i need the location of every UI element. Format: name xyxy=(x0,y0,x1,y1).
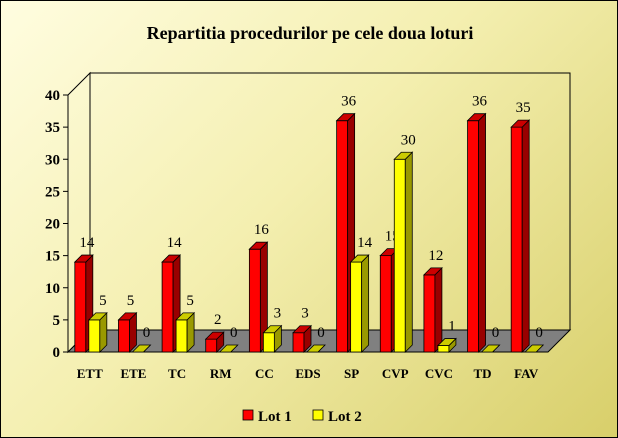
x-tick-label: TD xyxy=(474,366,492,381)
x-tick-label: CC xyxy=(255,366,274,381)
bar-lot2-cvp xyxy=(393,151,414,353)
data-label: 3 xyxy=(301,306,309,322)
bar-lot2-ete xyxy=(131,344,152,353)
chart-walls xyxy=(66,71,572,354)
data-label: 16 xyxy=(254,222,270,238)
y-tick-label: 40 xyxy=(45,88,60,104)
bar-lot2-eds xyxy=(306,344,326,353)
data-label: 12 xyxy=(428,248,443,264)
x-tick-label: EDS xyxy=(295,366,320,381)
data-label: 30 xyxy=(401,132,416,148)
legend-swatch-lot1 xyxy=(242,409,254,421)
x-tick-label: ETT xyxy=(77,366,103,381)
bar-lot2-ett xyxy=(87,311,108,353)
bar-lot2-td xyxy=(480,344,501,353)
y-tick-label: 35 xyxy=(45,120,60,136)
y-tick-label: 5 xyxy=(53,313,61,329)
y-tick-label: 30 xyxy=(45,152,60,168)
data-label: 5 xyxy=(186,293,194,309)
bar-lot1-rm xyxy=(204,331,225,353)
x-tick-label: FAV xyxy=(514,366,539,381)
y-axis: 0 5 10 15 20 25 30 35 40 xyxy=(45,88,69,361)
data-label: 0 xyxy=(492,325,500,341)
chart-title: Repartitia procedurilor pe cele doua lot… xyxy=(147,23,474,43)
y-tick-label: 25 xyxy=(45,184,60,200)
x-tick-label: SP xyxy=(344,366,359,381)
data-label: 0 xyxy=(230,325,238,341)
bar-lot1-td xyxy=(466,112,487,353)
data-label: 14 xyxy=(79,235,95,251)
legend: Lot 1 Lot 2 xyxy=(242,409,362,425)
x-axis: ETT ETE TC RM CC EDS SP CVP CVC TD FAV xyxy=(77,366,539,381)
bar-lot2-rm xyxy=(218,344,239,353)
data-label: 35 xyxy=(516,100,531,116)
y-tick-label: 20 xyxy=(45,217,60,233)
data-label: 3 xyxy=(274,306,282,322)
bar-lot2-fav xyxy=(524,344,545,353)
legend-label-lot1: Lot 1 xyxy=(258,409,292,425)
x-tick-label: CVP xyxy=(382,366,409,381)
x-tick-label: ETE xyxy=(120,366,146,381)
data-label: 5 xyxy=(99,293,107,309)
data-label: 14 xyxy=(167,235,183,251)
legend-label-lot2: Lot 2 xyxy=(328,409,362,425)
bar-lot2-tc xyxy=(175,311,196,353)
bar-lot2-cc xyxy=(262,324,283,353)
y-tick-label: 0 xyxy=(53,345,61,361)
bar-lot1-cvc xyxy=(422,266,443,353)
data-label: 2 xyxy=(214,312,222,328)
y-tick-label: 15 xyxy=(45,249,60,265)
bar-lot1-ete xyxy=(117,311,138,353)
x-tick-label: TC xyxy=(168,366,186,381)
x-tick-label: RM xyxy=(210,366,232,381)
data-label: 0 xyxy=(143,325,151,341)
x-tick-label: CVC xyxy=(425,366,453,381)
data-label: 0 xyxy=(317,325,325,341)
bar-lot1-eds xyxy=(292,324,312,353)
bar-lot2-sp xyxy=(349,254,370,353)
bar-lot2-cvc xyxy=(436,337,457,353)
legend-swatch-lot2 xyxy=(312,409,324,421)
data-label: 1 xyxy=(448,319,456,335)
data-label: 0 xyxy=(535,325,543,341)
data-label: 36 xyxy=(341,94,357,110)
data-label: 14 xyxy=(357,235,373,251)
bar-lot1-fav xyxy=(510,119,531,353)
data-label: 5 xyxy=(127,293,135,309)
data-label: 36 xyxy=(472,94,488,110)
y-tick-label: 10 xyxy=(45,281,60,297)
